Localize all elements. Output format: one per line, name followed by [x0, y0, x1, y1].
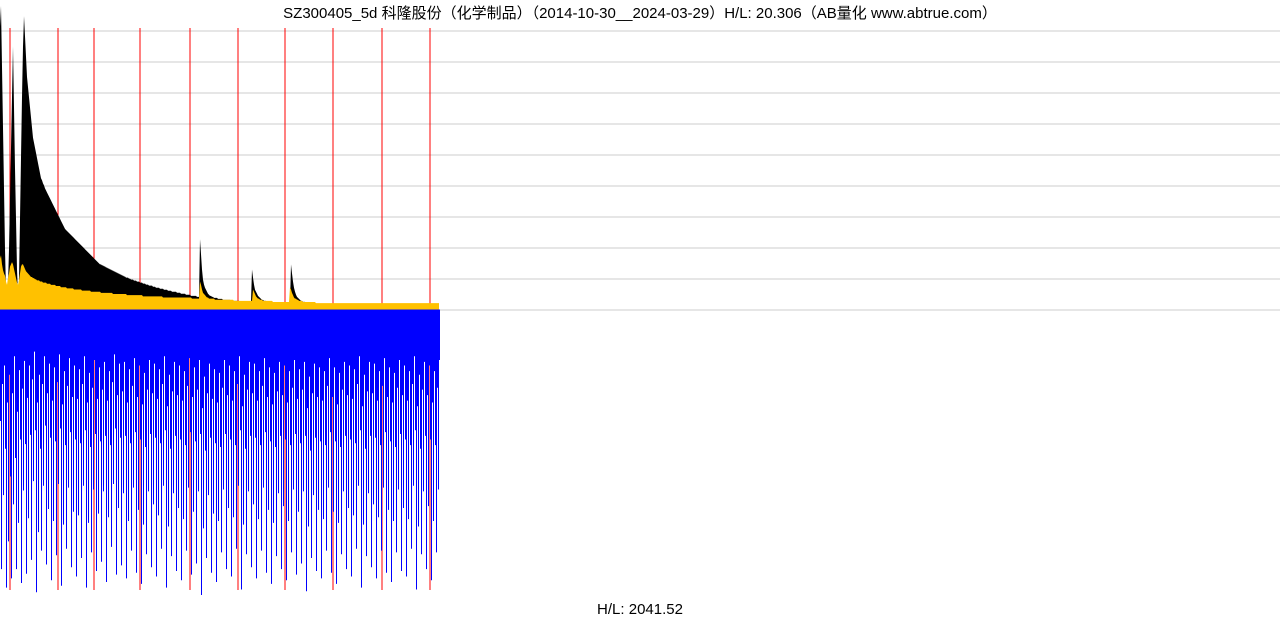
- stock-chart: [0, 0, 1280, 620]
- chart-footer: H/L: 2041.52: [0, 601, 1280, 618]
